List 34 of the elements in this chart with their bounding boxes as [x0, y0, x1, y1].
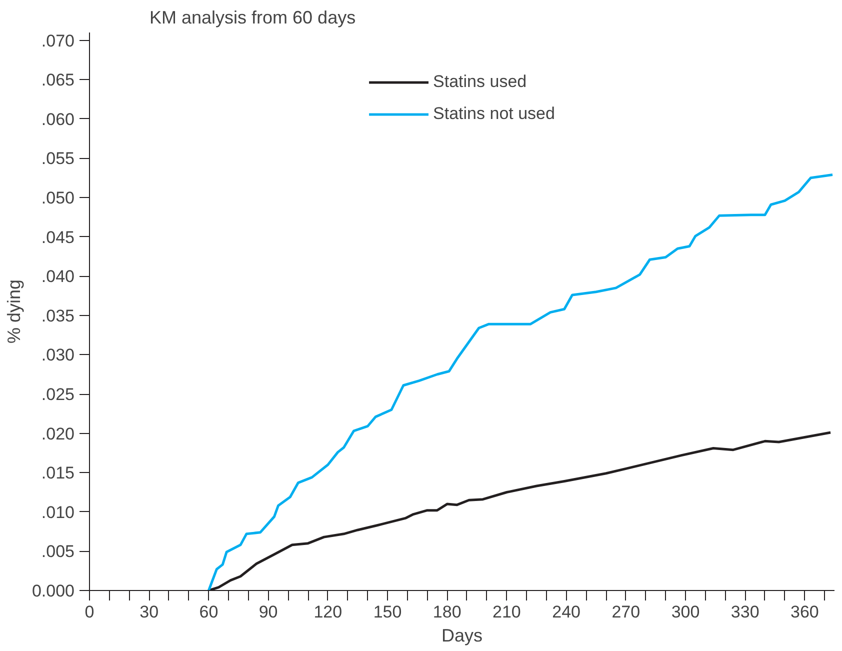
y-tick-label: .045: [41, 228, 75, 247]
y-tick-label: .055: [41, 149, 75, 168]
x-axis-title: Days: [441, 626, 483, 646]
y-tick-label: .020: [41, 424, 75, 444]
y-tick-label: .035: [41, 306, 75, 326]
x-tick-label: 240: [552, 602, 580, 622]
x-tick-label: 330: [730, 602, 760, 622]
y-tick-label: .060: [41, 110, 75, 129]
y-tick-label: .005: [41, 542, 75, 562]
y-tick-label: 0.000: [32, 582, 75, 600]
legend-label: Statins used: [433, 72, 527, 92]
x-tick-label: 120: [314, 602, 342, 622]
y-tick-label: .010: [41, 502, 75, 522]
x-tick-label: 270: [612, 602, 640, 622]
y-tick-label: .070: [41, 31, 75, 50]
y-tick-label: .065: [41, 70, 75, 90]
y-tick-label: .025: [41, 385, 75, 404]
x-tick-label: 0: [84, 602, 94, 622]
y-tick-label: .030: [41, 346, 75, 365]
line-series: [207, 174, 834, 590]
x-tick-label: 360: [790, 602, 819, 622]
y-axis-title: % dying: [4, 279, 24, 344]
x-tick-label: 210: [492, 602, 521, 622]
y-tick-label: .050: [41, 188, 75, 208]
x-tick-label: 60: [199, 602, 218, 622]
x-tick-label: 150: [373, 602, 402, 622]
y-tick-label: .015: [41, 464, 75, 483]
y-tick-label: .040: [41, 267, 75, 286]
chart-title: KM analysis from 60 days: [150, 8, 356, 28]
x-tick-label: 30: [140, 602, 159, 622]
x-tick-label: 180: [432, 602, 462, 622]
x-tick-label: 90: [258, 602, 278, 622]
x-tick-label: 300: [671, 602, 700, 622]
legend-label: Statins not used: [433, 104, 555, 124]
